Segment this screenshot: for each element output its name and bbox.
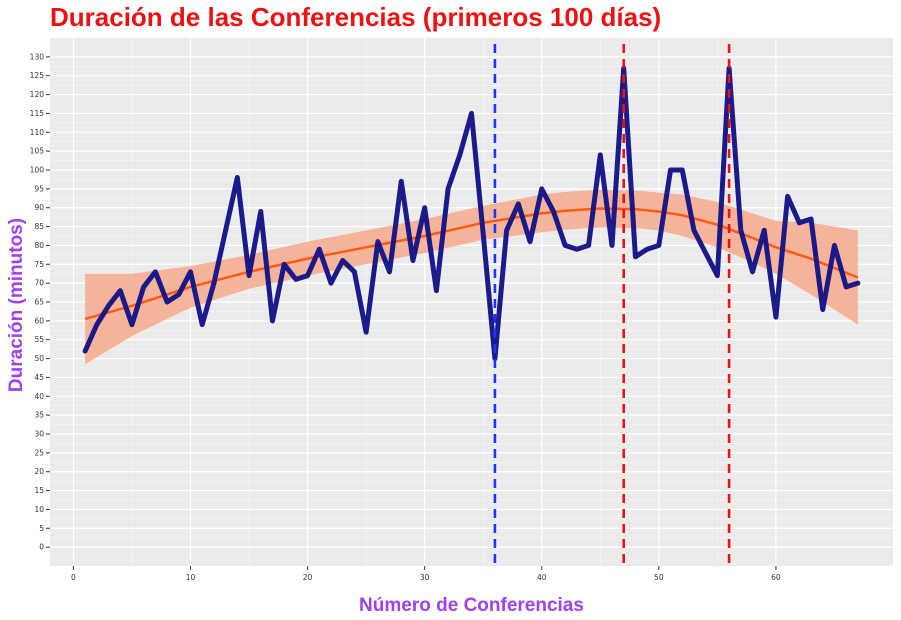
x-tick-label: 20 bbox=[303, 573, 313, 582]
y-tick-label: 75 bbox=[34, 260, 44, 269]
y-tick-label: 0 bbox=[39, 543, 44, 552]
y-tick-label: 85 bbox=[34, 222, 44, 231]
y-tick-label: 120 bbox=[30, 90, 45, 99]
y-tick-label: 20 bbox=[34, 467, 44, 476]
y-tick-label: 35 bbox=[34, 411, 44, 420]
y-tick-label: 130 bbox=[30, 52, 45, 61]
x-tick-label: 0 bbox=[71, 573, 76, 582]
series-line bbox=[82, 65, 861, 362]
y-tick-label: 65 bbox=[34, 298, 44, 307]
y-tick-label: 60 bbox=[34, 316, 44, 325]
y-tick-label: 110 bbox=[30, 128, 45, 137]
x-axis-title: Número de Conferencias bbox=[359, 595, 584, 616]
y-tick-label: 105 bbox=[30, 147, 45, 156]
y-tick-label: 70 bbox=[34, 279, 44, 288]
y-axis-title: Duración (minutos) bbox=[6, 217, 27, 393]
y-tick-label: 125 bbox=[30, 71, 45, 80]
y-tick-label: 50 bbox=[34, 354, 44, 363]
y-tick-label: 30 bbox=[34, 430, 44, 439]
y-tick-label: 40 bbox=[34, 392, 44, 401]
y-tick-label: 90 bbox=[34, 203, 44, 212]
y-tick-label: 5 bbox=[39, 524, 44, 533]
y-tick-label: 55 bbox=[34, 335, 44, 344]
chart-title: Duración de las Conferencias (primeros 1… bbox=[50, 2, 662, 32]
y-tick-label: 25 bbox=[34, 448, 44, 457]
y-tick-label: 15 bbox=[34, 486, 44, 495]
x-tick-label: 10 bbox=[186, 573, 196, 582]
x-tick-label: 50 bbox=[654, 573, 664, 582]
y-tick-label: 100 bbox=[30, 166, 45, 175]
y-tick-label: 95 bbox=[34, 184, 44, 193]
y-tick-label: 10 bbox=[34, 505, 44, 514]
x-tick-label: 40 bbox=[537, 573, 547, 582]
x-tick-label: 60 bbox=[771, 573, 781, 582]
x-tick-label: 30 bbox=[420, 573, 430, 582]
y-tick-label: 115 bbox=[30, 109, 45, 118]
y-tick-label: 80 bbox=[34, 241, 44, 250]
y-tick-label: 45 bbox=[34, 373, 44, 382]
